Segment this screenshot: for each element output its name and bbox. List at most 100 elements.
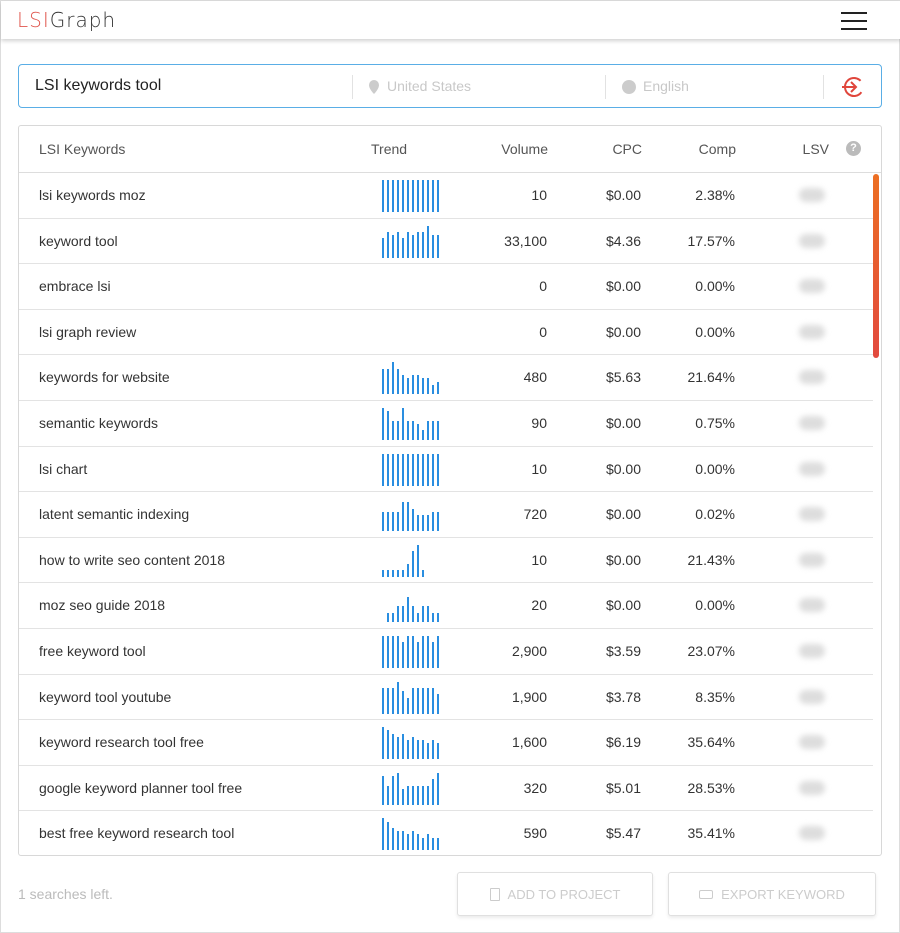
help-icon[interactable]: ? xyxy=(846,141,861,156)
trend-bar xyxy=(432,180,434,212)
keyword[interactable]: embrace lsi xyxy=(39,278,111,295)
cpc: $5.63 xyxy=(605,369,641,386)
keyword[interactable]: best free keyword research tool xyxy=(39,825,235,842)
trend-chart xyxy=(382,225,442,258)
keyword[interactable]: moz seo guide 2018 xyxy=(39,597,166,614)
location-input[interactable]: United States xyxy=(387,78,472,94)
keyword[interactable]: lsi graph review xyxy=(39,323,137,340)
table-row[interactable]: latent semantic indexing 720 $0.00 0.02% xyxy=(19,492,873,538)
volume: 320 xyxy=(523,779,547,796)
table-row[interactable]: keyword tool youtube 1,900 $3.78 8.35% xyxy=(19,675,873,721)
trend-bar xyxy=(432,612,434,623)
trend-bar xyxy=(422,570,424,577)
trend-bar xyxy=(397,232,399,258)
scrollbar[interactable] xyxy=(873,174,879,358)
cpc: $0.00 xyxy=(605,278,641,295)
trend-bar xyxy=(402,238,404,258)
trend-bar xyxy=(412,551,414,577)
trend-bar xyxy=(407,563,409,577)
trend-bar xyxy=(422,453,424,486)
table-header: LSI Keywords Trend Volume CPC Comp LSV ? xyxy=(19,126,881,173)
keyword[interactable]: how to write seo content 2018 xyxy=(39,551,226,568)
competition: 0.00% xyxy=(695,460,735,477)
export-keyword-button[interactable]: EXPORT KEYWORD xyxy=(668,872,876,916)
table-row[interactable]: best free keyword research tool 590 $5.4… xyxy=(19,811,873,855)
table-row[interactable]: lsi keywords moz 10 $0.00 2.38% xyxy=(19,173,873,219)
trend-bar xyxy=(412,687,414,714)
trend-bar xyxy=(407,635,409,668)
trend-bar xyxy=(392,612,394,623)
keyword[interactable]: lsi chart xyxy=(39,460,88,477)
trend-bar xyxy=(387,785,389,805)
trend-bar xyxy=(422,180,424,212)
table-row[interactable]: moz seo guide 2018 20 $0.00 0.00% xyxy=(19,583,873,629)
trend-chart xyxy=(382,635,442,668)
keyword[interactable]: keywords for website xyxy=(39,369,170,386)
trend-bar xyxy=(437,694,439,714)
trend-bar xyxy=(382,453,384,486)
table-row[interactable]: free keyword tool 2,900 $3.59 23.07% xyxy=(19,629,873,675)
trend-bar xyxy=(407,180,409,212)
table-row[interactable]: embrace lsi 0 $0.00 0.00% xyxy=(19,264,873,310)
trend-bar xyxy=(427,453,429,486)
trend-bar xyxy=(382,407,384,440)
col-keywords[interactable]: LSI Keywords xyxy=(39,141,126,157)
col-trend[interactable]: Trend xyxy=(371,141,408,157)
keyword[interactable]: lsi keywords moz xyxy=(39,187,146,203)
col-comp[interactable]: Comp xyxy=(698,141,736,157)
table-row[interactable]: semantic keywords 90 $0.00 0.75% xyxy=(19,401,873,447)
table-row[interactable]: keyword tool 33,100 $4.36 17.57% xyxy=(19,219,873,265)
export-icon xyxy=(699,889,714,899)
trend-bar xyxy=(437,180,439,212)
col-cpc[interactable]: CPC xyxy=(612,141,642,157)
trend-bar xyxy=(392,453,394,486)
trend-bar xyxy=(397,772,399,805)
keyword[interactable]: latent semantic indexing xyxy=(39,506,190,523)
col-volume[interactable]: Volume xyxy=(501,141,548,157)
table-row[interactable]: lsi chart 10 $0.00 0.00% xyxy=(19,447,873,493)
keyword[interactable]: semantic keywords xyxy=(39,414,159,431)
volume: 1,900 xyxy=(511,688,547,705)
hamburger-menu-icon[interactable] xyxy=(841,12,867,30)
keyword-input[interactable]: LSI keywords tool xyxy=(35,77,162,94)
trend-bar xyxy=(437,837,439,851)
trend-bar xyxy=(392,180,394,212)
table-row[interactable]: lsi graph review 0 $0.00 0.00% xyxy=(19,310,873,356)
trend-bar xyxy=(407,697,409,714)
volume: 10 xyxy=(531,460,547,477)
trend-bar xyxy=(427,180,429,212)
searches-left: 1 searches left. xyxy=(18,886,113,902)
trend-bar xyxy=(397,420,399,440)
lsv-blurred xyxy=(799,689,825,704)
trend-bar xyxy=(402,831,404,851)
trend-bar xyxy=(402,180,404,212)
cpc: $0.00 xyxy=(605,414,641,431)
trend-chart xyxy=(382,407,442,440)
table-row[interactable]: keyword research tool free 1,600 $6.19 3… xyxy=(19,720,873,766)
add-to-project-button[interactable]: ADD TO PROJECT xyxy=(457,872,653,916)
trend-bar xyxy=(417,180,419,212)
trend-bar xyxy=(432,642,434,668)
trend-bar xyxy=(387,180,389,212)
col-lsv[interactable]: LSV xyxy=(802,141,829,157)
search-submit-icon[interactable] xyxy=(841,75,865,99)
keyword[interactable]: free keyword tool xyxy=(39,642,146,659)
logo[interactable]: LSIGraph xyxy=(17,8,117,32)
trend-bar xyxy=(427,687,429,714)
keyword[interactable]: keyword tool xyxy=(39,232,118,249)
table-row[interactable]: how to write seo content 2018 10 $0.00 2… xyxy=(19,538,873,584)
trend-bar xyxy=(412,420,414,440)
trend-bar xyxy=(412,785,414,805)
keyword[interactable]: keyword tool youtube xyxy=(39,688,172,705)
table-row[interactable]: keywords for website 480 $5.63 21.64% xyxy=(19,355,873,401)
keyword[interactable]: keyword research tool free xyxy=(39,734,204,751)
trend-bar xyxy=(417,687,419,714)
divider xyxy=(823,75,824,99)
trend-bar xyxy=(412,831,414,851)
language-input[interactable]: English xyxy=(643,78,689,94)
competition: 35.41% xyxy=(687,825,735,842)
keyword[interactable]: google keyword planner tool free xyxy=(39,779,243,796)
trend-bar xyxy=(417,544,419,577)
lsv-blurred xyxy=(799,735,825,750)
table-row[interactable]: google keyword planner tool free 320 $5.… xyxy=(19,766,873,812)
